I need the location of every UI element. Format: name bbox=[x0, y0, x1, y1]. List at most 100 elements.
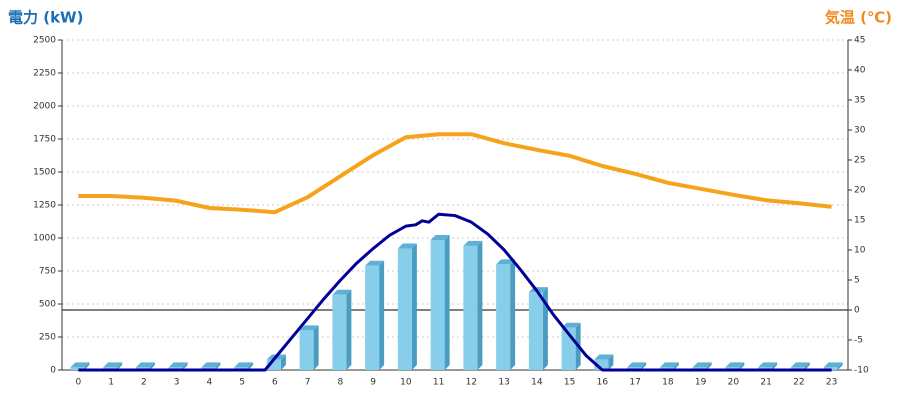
bar-top bbox=[168, 362, 188, 368]
bar-top bbox=[627, 362, 647, 368]
y-tick-label: 2000 bbox=[33, 102, 56, 112]
bar-top bbox=[234, 362, 254, 368]
x-tick-label: 4 bbox=[207, 378, 213, 388]
bar-top bbox=[299, 325, 319, 331]
x-tick-label: 19 bbox=[695, 378, 707, 388]
bar bbox=[528, 292, 543, 370]
bar-top bbox=[725, 362, 745, 368]
y2-tick-label: 45 bbox=[854, 36, 865, 46]
y2-tick-label: 15 bbox=[854, 216, 865, 226]
bar-side bbox=[673, 362, 679, 370]
x-tick-label: 21 bbox=[760, 378, 771, 388]
x-tick-label: 23 bbox=[826, 378, 837, 388]
y-tick-label: 2250 bbox=[33, 69, 56, 79]
bar-side bbox=[444, 234, 450, 370]
bar-side bbox=[379, 260, 385, 370]
x-tick-label: 12 bbox=[466, 378, 477, 388]
y2-axis-title: 気温 (℃) bbox=[825, 9, 892, 27]
bar-top bbox=[201, 362, 221, 368]
line bbox=[78, 212, 832, 372]
bar-side bbox=[772, 362, 778, 370]
bar bbox=[332, 294, 347, 370]
y2-tick-label: 40 bbox=[854, 66, 866, 76]
bar-side bbox=[641, 362, 647, 370]
bar-side bbox=[117, 362, 123, 370]
x-tick-label: 6 bbox=[272, 378, 278, 388]
bar-top bbox=[823, 362, 843, 368]
y-tick-label: 500 bbox=[39, 300, 56, 310]
bar-side bbox=[837, 362, 843, 370]
bar-side bbox=[739, 362, 745, 370]
y2-tick-label: 0 bbox=[854, 306, 860, 316]
bar-side bbox=[313, 325, 319, 370]
y2-tick-label: 5 bbox=[854, 276, 860, 286]
bar-side bbox=[411, 243, 417, 370]
bar-side bbox=[804, 362, 810, 370]
bar-top bbox=[594, 354, 614, 360]
y-tick-label: 2500 bbox=[33, 36, 56, 46]
bar-side bbox=[706, 362, 712, 370]
x-tick-label: 2 bbox=[141, 378, 147, 388]
x-tick-label: 18 bbox=[662, 378, 674, 388]
bar-top bbox=[332, 289, 352, 295]
y2-tick-label: 20 bbox=[854, 186, 866, 196]
y2-tick-label: 10 bbox=[854, 246, 866, 256]
bar-top bbox=[496, 259, 516, 265]
bar-top bbox=[758, 362, 778, 368]
line bbox=[78, 132, 832, 215]
x-tick-label: 20 bbox=[728, 378, 740, 388]
bar-top bbox=[397, 243, 417, 249]
x-tick-label: 9 bbox=[370, 378, 376, 388]
x-tick-label: 8 bbox=[338, 378, 344, 388]
bar-side bbox=[542, 287, 548, 370]
bar bbox=[397, 248, 412, 370]
bar-top bbox=[135, 362, 155, 368]
y-tick-label: 250 bbox=[39, 333, 56, 343]
y-tick-label: 1500 bbox=[33, 168, 56, 178]
y2-tick-label: 30 bbox=[854, 126, 866, 136]
y-tick-label: 1250 bbox=[33, 201, 56, 211]
bar bbox=[70, 367, 85, 370]
bar-side bbox=[346, 289, 352, 370]
bar-top bbox=[692, 362, 712, 368]
y-tick-label: 1750 bbox=[33, 135, 56, 145]
bar-top bbox=[365, 260, 385, 266]
bar bbox=[496, 264, 511, 370]
bar-side bbox=[182, 362, 188, 370]
bar-side bbox=[477, 240, 483, 370]
bar-top bbox=[463, 240, 483, 246]
bar-side bbox=[84, 362, 90, 370]
x-tick-label: 0 bbox=[76, 378, 82, 388]
bar-top bbox=[103, 362, 123, 368]
x-tick-label: 22 bbox=[793, 378, 804, 388]
bar bbox=[365, 265, 380, 370]
x-tick-label: 16 bbox=[597, 378, 609, 388]
x-tick-label: 15 bbox=[564, 378, 575, 388]
x-tick-label: 13 bbox=[498, 378, 509, 388]
y2-tick-label: 25 bbox=[854, 156, 865, 166]
bar bbox=[430, 239, 445, 370]
y-axis-title: 電力 (kW) bbox=[8, 9, 83, 27]
y2-tick-label: 35 bbox=[854, 96, 865, 106]
x-tick-label: 3 bbox=[174, 378, 180, 388]
bar-side bbox=[510, 259, 516, 370]
y-tick-label: 1000 bbox=[33, 234, 56, 244]
x-tick-label: 17 bbox=[629, 378, 640, 388]
bar-side bbox=[215, 362, 221, 370]
bar-side bbox=[248, 362, 254, 370]
x-tick-label: 7 bbox=[305, 378, 311, 388]
bar-side bbox=[608, 354, 614, 370]
y-tick-label: 0 bbox=[50, 366, 56, 376]
y2-tick-label: -10 bbox=[854, 366, 869, 376]
x-tick-label: 1 bbox=[108, 378, 114, 388]
bar-top bbox=[790, 362, 810, 368]
x-tick-label: 5 bbox=[239, 378, 245, 388]
bar-side bbox=[280, 354, 286, 370]
bar bbox=[299, 330, 314, 370]
bar bbox=[266, 359, 281, 370]
bar bbox=[463, 245, 478, 370]
x-tick-label: 11 bbox=[433, 378, 444, 388]
y-tick-label: 750 bbox=[39, 267, 56, 277]
bar-top bbox=[561, 322, 581, 328]
